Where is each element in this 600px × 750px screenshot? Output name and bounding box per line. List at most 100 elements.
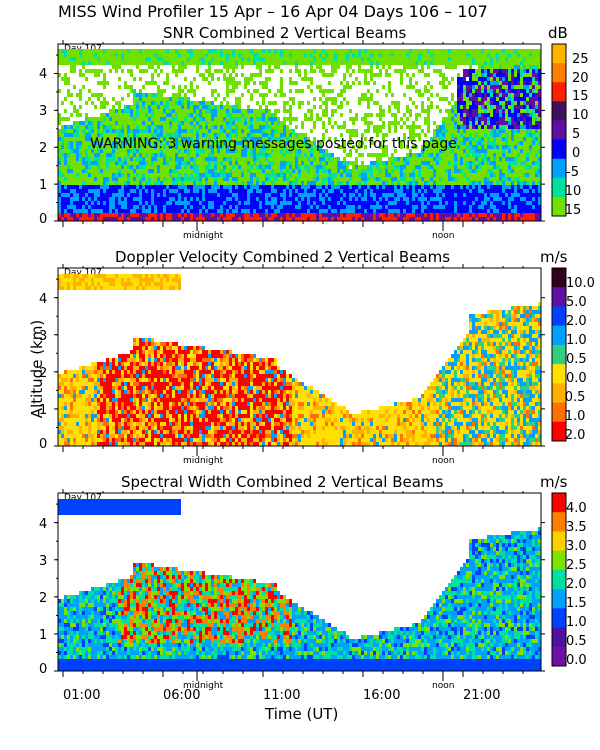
heatmap-cell xyxy=(466,169,469,173)
heatmap-cell xyxy=(238,201,241,205)
heatmap-cell xyxy=(61,181,64,185)
heatmap-cell xyxy=(157,213,160,217)
heatmap-cell xyxy=(484,165,487,169)
heatmap-cell xyxy=(445,65,448,69)
heatmap-cell xyxy=(61,77,64,81)
heatmap-cell xyxy=(217,213,220,217)
heatmap-cell xyxy=(205,109,208,113)
heatmap-cell xyxy=(163,117,166,121)
heatmap-cell xyxy=(352,177,355,181)
heatmap-cell xyxy=(292,101,295,105)
heatmap-cell xyxy=(94,105,97,109)
heatmap-cell xyxy=(439,185,442,189)
heatmap-cell xyxy=(139,185,142,189)
heatmap-cell xyxy=(376,73,379,77)
heatmap-cell xyxy=(121,113,124,117)
heatmap-cell xyxy=(124,193,127,197)
heatmap-cell xyxy=(424,157,427,161)
heatmap-cell xyxy=(418,181,421,185)
heatmap-cell xyxy=(472,129,475,133)
heatmap-cell xyxy=(451,129,454,133)
heatmap-cell xyxy=(205,69,208,73)
heatmap-cell xyxy=(151,57,154,61)
heatmap-cell xyxy=(280,213,283,217)
heatmap-cell xyxy=(292,189,295,193)
heatmap-cell xyxy=(304,73,307,77)
heatmap-cell xyxy=(475,197,478,201)
heatmap-cell xyxy=(139,53,142,57)
heatmap-cell xyxy=(88,205,91,209)
heatmap-cell xyxy=(484,109,487,113)
heatmap-cell xyxy=(349,197,352,201)
heatmap-cell xyxy=(316,165,319,169)
colorbar-label: 5.0 xyxy=(566,295,587,310)
heatmap-cell xyxy=(472,53,475,57)
heatmap-cell xyxy=(64,97,67,101)
heatmap-cell xyxy=(286,101,289,105)
heatmap-cell xyxy=(412,129,415,133)
heatmap-cell xyxy=(181,177,184,181)
heatmap-cell xyxy=(379,125,382,129)
heatmap-cell xyxy=(352,173,355,177)
heatmap-cell xyxy=(250,173,253,177)
heatmap-cell xyxy=(73,173,76,177)
heatmap-cell xyxy=(103,53,106,57)
heatmap-cell xyxy=(376,49,379,53)
heatmap-cell xyxy=(274,93,277,97)
heatmap-cell xyxy=(136,61,139,65)
heatmap-cell xyxy=(424,181,427,185)
heatmap-cell xyxy=(154,125,157,129)
heatmap-cell xyxy=(307,153,310,157)
heatmap-cell xyxy=(415,105,418,109)
heatmap-cell xyxy=(469,113,472,117)
heatmap-cell xyxy=(367,129,370,133)
heatmap-cell xyxy=(121,117,124,121)
heatmap-cell xyxy=(460,77,463,81)
heatmap-cell xyxy=(190,213,193,217)
heatmap-cell xyxy=(439,165,442,169)
heatmap-cell xyxy=(223,181,226,185)
heatmap-cell xyxy=(244,201,247,205)
heatmap-cell xyxy=(187,181,190,185)
heatmap-cell xyxy=(79,57,82,61)
heatmap-cell xyxy=(166,209,169,213)
heatmap-cell xyxy=(361,173,364,177)
heatmap-cell xyxy=(391,53,394,57)
heatmap-cell xyxy=(82,169,85,173)
heatmap-cell xyxy=(484,129,487,133)
heatmap-cell xyxy=(187,137,190,141)
heatmap-cell xyxy=(196,101,199,105)
heatmap-cell xyxy=(286,117,289,121)
heatmap-cell xyxy=(247,89,250,93)
heatmap-cell xyxy=(310,57,313,61)
heatmap-cell xyxy=(244,57,247,61)
heatmap-cell xyxy=(436,49,439,53)
heatmap-cell xyxy=(208,65,211,69)
heatmap-cell xyxy=(190,129,193,133)
heatmap-cell xyxy=(190,201,193,205)
heatmap-cell xyxy=(136,145,139,149)
heatmap-cell xyxy=(271,129,274,133)
heatmap-cell xyxy=(91,177,94,181)
heatmap-cell xyxy=(310,201,313,205)
heatmap-cell xyxy=(184,113,187,117)
heatmap-cell xyxy=(229,161,232,165)
heatmap-cell xyxy=(121,165,124,169)
heatmap-cell xyxy=(343,145,346,149)
heatmap-cell xyxy=(235,133,238,137)
x-tick-label: 21:00 xyxy=(463,688,501,703)
heatmap-cell xyxy=(346,209,349,213)
heatmap-cell xyxy=(475,205,478,209)
heatmap-cell xyxy=(172,201,175,205)
heatmap-cell xyxy=(160,49,163,53)
heatmap-cell xyxy=(298,193,301,197)
heatmap-cell xyxy=(325,129,328,133)
heatmap-cell xyxy=(370,213,373,217)
heatmap-cell xyxy=(205,129,208,133)
heatmap-cell xyxy=(430,149,433,153)
heatmap-cell xyxy=(457,89,460,93)
heatmap-cell xyxy=(127,137,130,141)
heatmap-cell xyxy=(106,117,109,121)
heatmap-cell xyxy=(277,121,280,125)
heatmap-cell xyxy=(415,193,418,197)
